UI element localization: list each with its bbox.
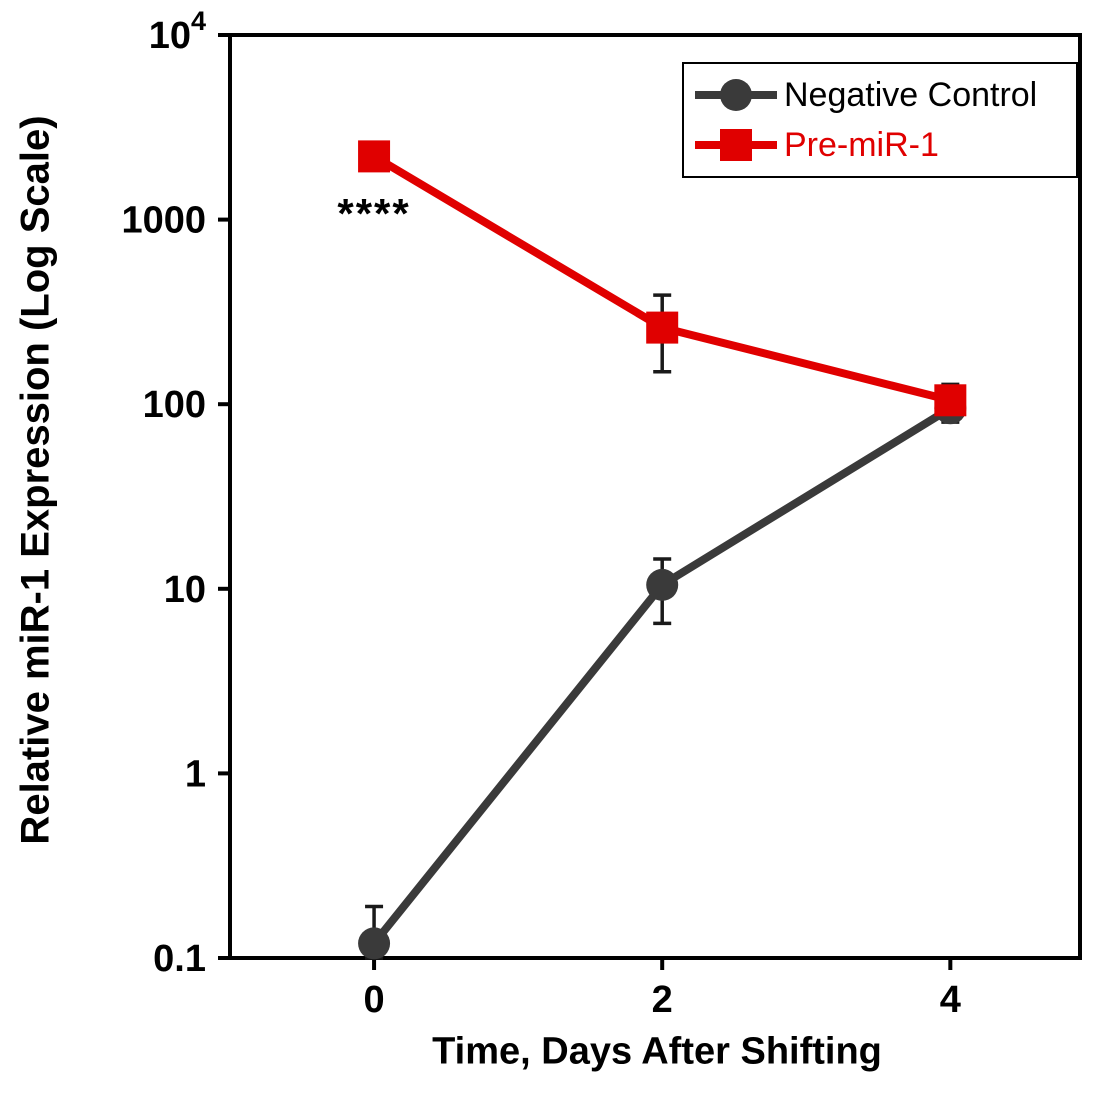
series-line-0 xyxy=(370,404,955,948)
significance-annotation: **** xyxy=(337,190,410,237)
data-point-square xyxy=(934,384,967,417)
y-tick-label: 0.1 xyxy=(153,938,206,980)
legend-item-pre-mir-1: Pre-miR-1 xyxy=(692,120,1068,170)
x-axis-label: Time, Days After Shifting xyxy=(432,1030,882,1073)
y-tick-label: 1 xyxy=(185,753,206,795)
data-point-square xyxy=(358,140,391,173)
y-tick-label: 1000 xyxy=(121,200,206,242)
data-point-circle xyxy=(358,927,391,960)
x-tick-label: 4 xyxy=(940,979,961,1021)
y-tick-label: 104 xyxy=(149,6,206,57)
y-tick-label: 10 xyxy=(164,569,206,611)
data-point-circle xyxy=(646,568,679,601)
legend-square-marker xyxy=(720,129,752,161)
x-tick-label: 2 xyxy=(652,979,673,1021)
y-tick-label: 100 xyxy=(143,384,206,426)
data-point-square xyxy=(646,311,679,344)
legend-label-negative-control: Negative Control xyxy=(784,75,1038,114)
legend-label-pre-mir-1: Pre-miR-1 xyxy=(784,125,939,164)
legend-circle-marker xyxy=(720,79,752,111)
x-tick-label: 0 xyxy=(363,979,384,1021)
legend-item-negative-control: Negative Control xyxy=(692,70,1068,120)
square-marker-icon xyxy=(695,129,777,161)
circle-marker-icon xyxy=(695,79,777,111)
plot-border xyxy=(228,33,1082,960)
legend: Negative Control Pre-miR-1 xyxy=(682,62,1078,178)
